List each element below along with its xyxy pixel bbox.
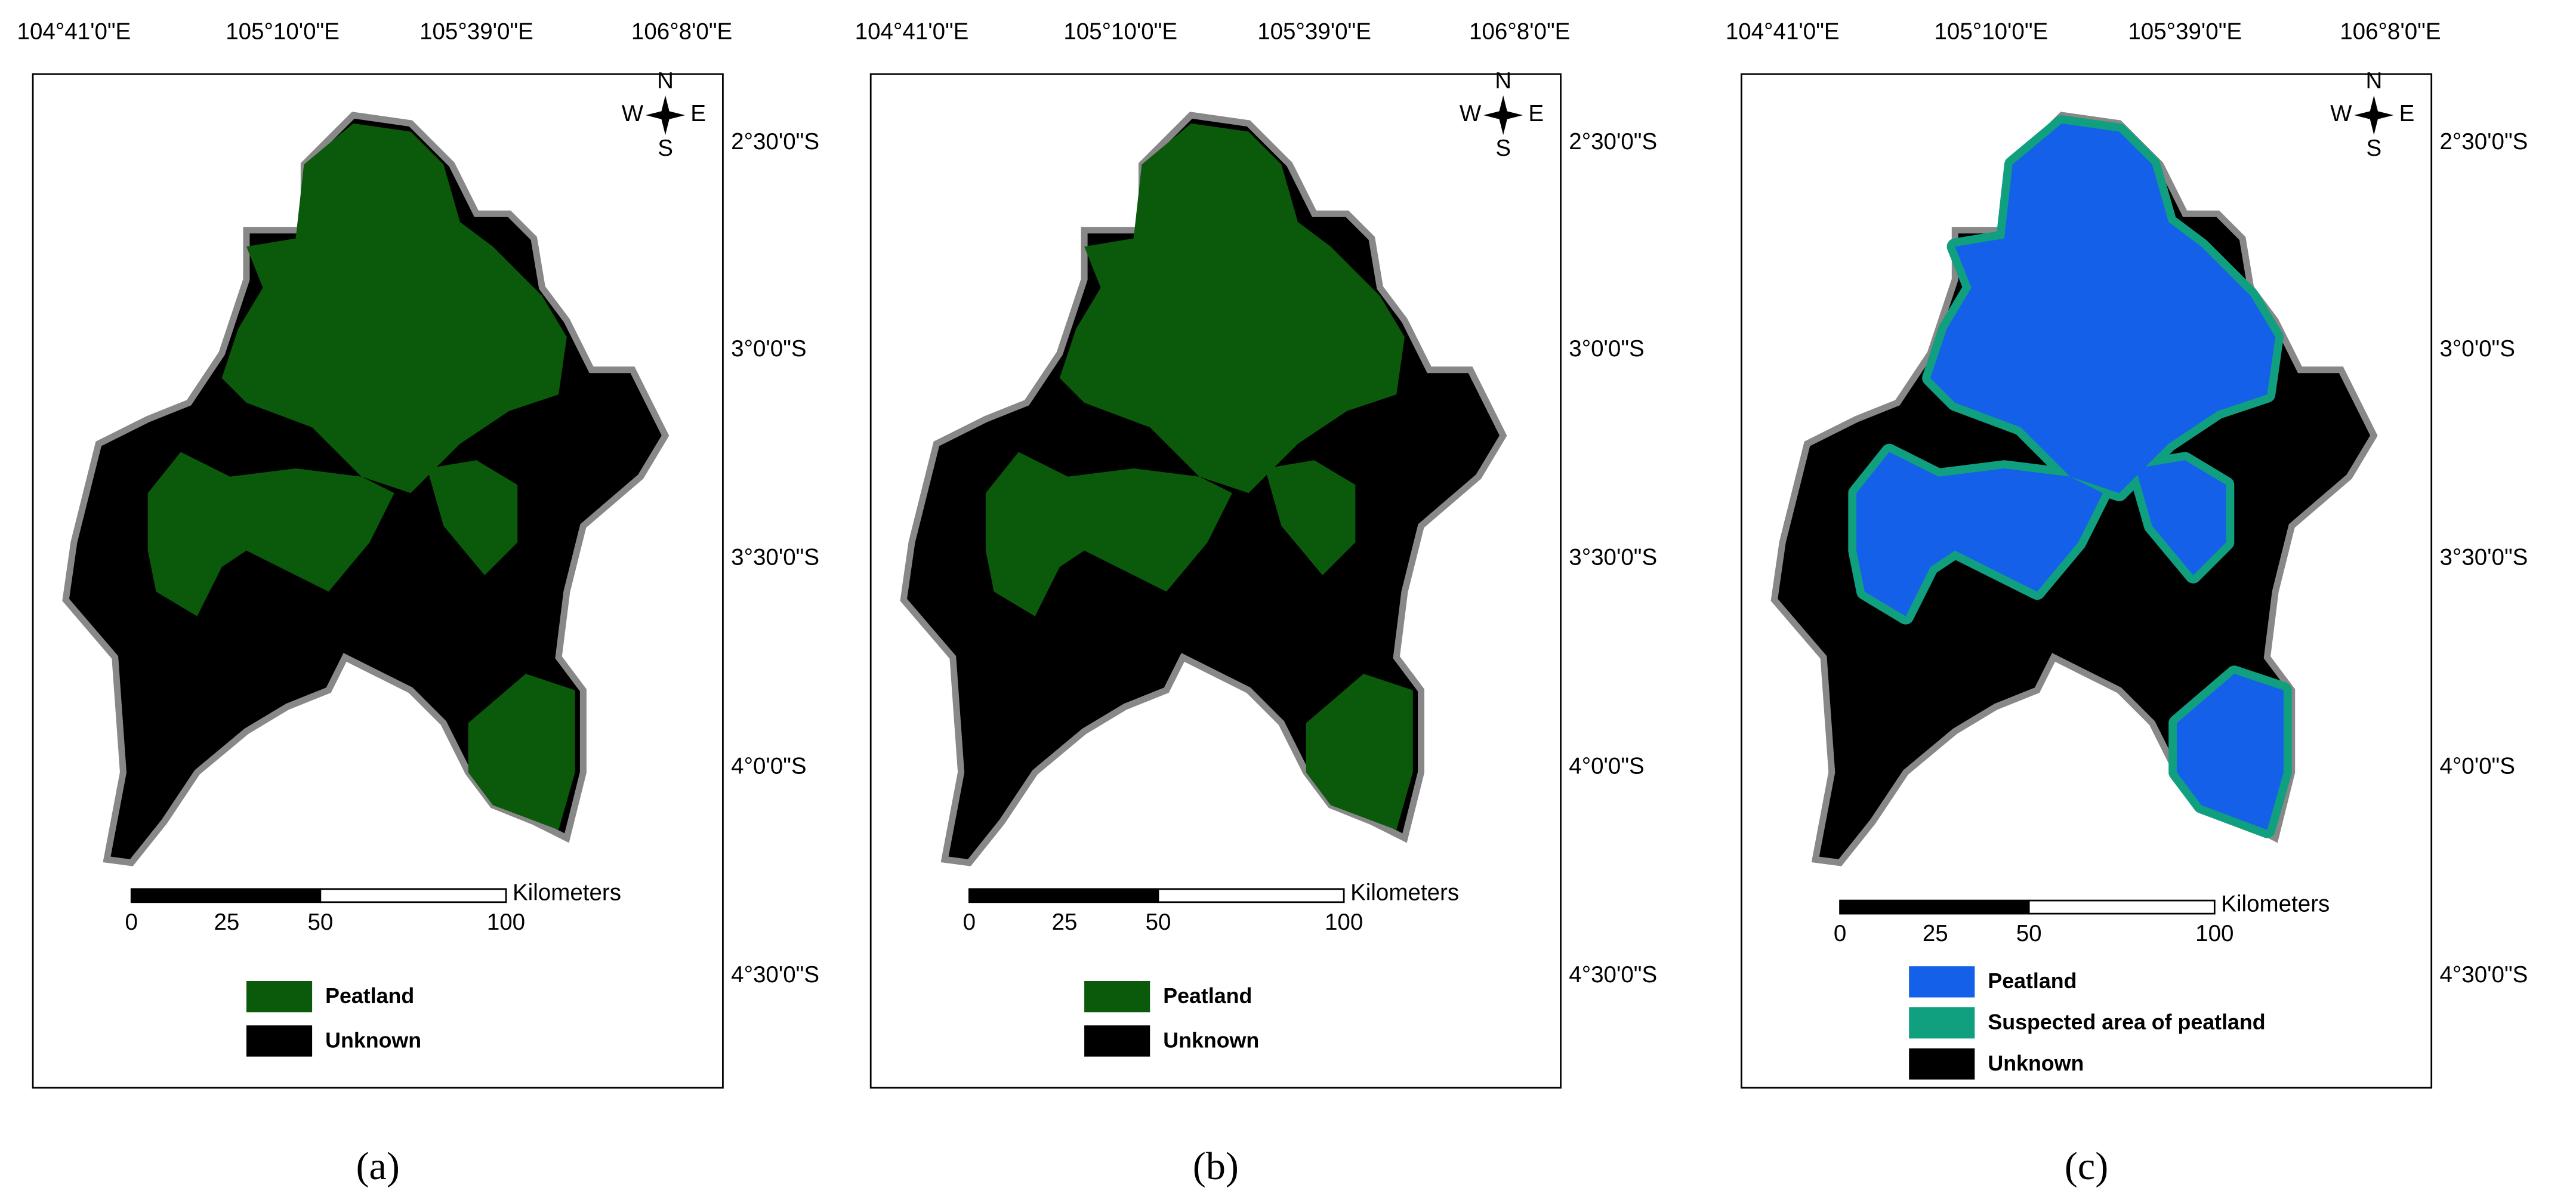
compass-rose: [646, 95, 686, 135]
scale-label: 50: [2016, 921, 2042, 946]
latitude-label: 3°0'0"S: [1569, 336, 1644, 362]
compass-letter: W: [2330, 101, 2352, 127]
scale-unit: Kilometers: [2221, 892, 2330, 917]
compass-letter: N: [2365, 68, 2382, 94]
caption: (a): [356, 1145, 400, 1188]
latitude-label: 4°30'0"S: [1569, 962, 1657, 988]
compass-letter: W: [1460, 101, 1482, 127]
map-panel: 104°41'0"E 105°10'0"E 105°39'0"E 106°8'0"E 2…: [1726, 19, 2528, 1188]
scale-label: 0: [1834, 921, 1846, 946]
longitude-label: 105°39'0"E: [2128, 19, 2242, 45]
legend-label: Unknown: [1988, 1051, 2084, 1075]
legend-label: Peatland: [1163, 984, 1252, 1008]
latitude-label: 2°30'0"S: [2439, 129, 2528, 155]
latitude-label: 2°30'0"S: [1569, 129, 1657, 155]
longitude-label: 106°8'0"E: [1469, 19, 1570, 45]
latitude-label: 3°0'0"S: [2439, 336, 2515, 362]
latitude-label: 4°30'0"S: [731, 962, 819, 988]
longitude-label: 104°41'0"E: [1726, 19, 1840, 45]
longitude-label: 105°10'0"E: [226, 19, 340, 45]
compass-letter: E: [1528, 101, 1544, 127]
latitude-label: 3°0'0"S: [731, 336, 806, 362]
legend-swatch: [1909, 1048, 1975, 1080]
compass-rose: [1483, 95, 1523, 135]
longitude-label: 104°41'0"E: [855, 19, 969, 45]
longitude-label: 106°8'0"E: [631, 19, 732, 45]
longitude-label: 104°41'0"E: [17, 19, 131, 45]
scale-bar: [968, 888, 1159, 903]
legend-swatch: [1084, 980, 1150, 1013]
latitude-label: 2°30'0"S: [731, 129, 819, 155]
legend-label: Unknown: [1163, 1028, 1259, 1052]
compass-letter: E: [690, 101, 706, 127]
compass-letter: N: [1495, 68, 1511, 94]
scale-bar: [130, 888, 322, 903]
map-panel: 104°41'0"E 105°10'0"E 105°39'0"E 106°8'0"E 2…: [855, 19, 1658, 1188]
compass-letter: N: [657, 68, 674, 94]
compass-rose: [2354, 95, 2394, 135]
legend-label: Peatland: [1988, 969, 2077, 993]
map-panel: 104°41'0"E 105°10'0"E 105°39'0"E 106°8'0"E 2…: [17, 19, 820, 1188]
latitude-label: 4°0'0"S: [1569, 753, 1644, 779]
scale-label: 25: [1052, 909, 1078, 935]
legend-swatch: [246, 980, 313, 1013]
scale-bar: [319, 888, 507, 903]
caption: (b): [1193, 1145, 1239, 1188]
longitude-label: 105°39'0"E: [1257, 19, 1371, 45]
longitude-label: 106°8'0"E: [2340, 19, 2441, 45]
scale-label: 25: [214, 909, 240, 935]
latitude-label: 3°30'0"S: [731, 545, 819, 570]
latitude-label: 3°30'0"S: [1569, 545, 1657, 570]
compass-letter: S: [2367, 135, 2382, 161]
caption: (c): [2065, 1145, 2108, 1188]
scale-bar: [2028, 899, 2216, 915]
legend-label: Peatland: [325, 984, 414, 1008]
scale-bar: [1157, 888, 1345, 903]
scale-label: 100: [1325, 909, 1363, 935]
scale-unit: Kilometers: [513, 880, 621, 905]
latitude-label: 3°30'0"S: [2439, 545, 2528, 570]
legend-swatch: [1909, 1007, 1975, 1039]
legend-label: Suspected area of peatland: [1988, 1010, 2265, 1034]
compass-letter: W: [622, 101, 644, 127]
scale-label: 50: [307, 909, 333, 935]
compass-letter: S: [658, 135, 673, 161]
longitude-label: 105°10'0"E: [1935, 19, 2049, 45]
longitude-label: 105°10'0"E: [1063, 19, 1177, 45]
legend-swatch: [1909, 966, 1975, 998]
scale-label: 25: [1923, 921, 1948, 946]
scale-label: 100: [487, 909, 525, 935]
latitude-label: 4°30'0"S: [2439, 962, 2528, 988]
scale-label: 100: [2195, 921, 2233, 946]
legend-label: Unknown: [325, 1028, 421, 1052]
compass-letter: E: [2399, 101, 2415, 127]
legend-swatch: [1084, 1025, 1150, 1057]
scale-label: 0: [963, 909, 976, 935]
scale-unit: Kilometers: [1350, 880, 1459, 905]
longitude-label: 105°39'0"E: [419, 19, 533, 45]
latitude-label: 4°0'0"S: [731, 753, 806, 779]
scale-label: 0: [125, 909, 138, 935]
compass-letter: S: [1495, 135, 1511, 161]
scale-label: 50: [1146, 909, 1171, 935]
latitude-label: 4°0'0"S: [2439, 753, 2515, 779]
legend-swatch: [246, 1025, 313, 1057]
scale-bar: [1839, 899, 2030, 915]
